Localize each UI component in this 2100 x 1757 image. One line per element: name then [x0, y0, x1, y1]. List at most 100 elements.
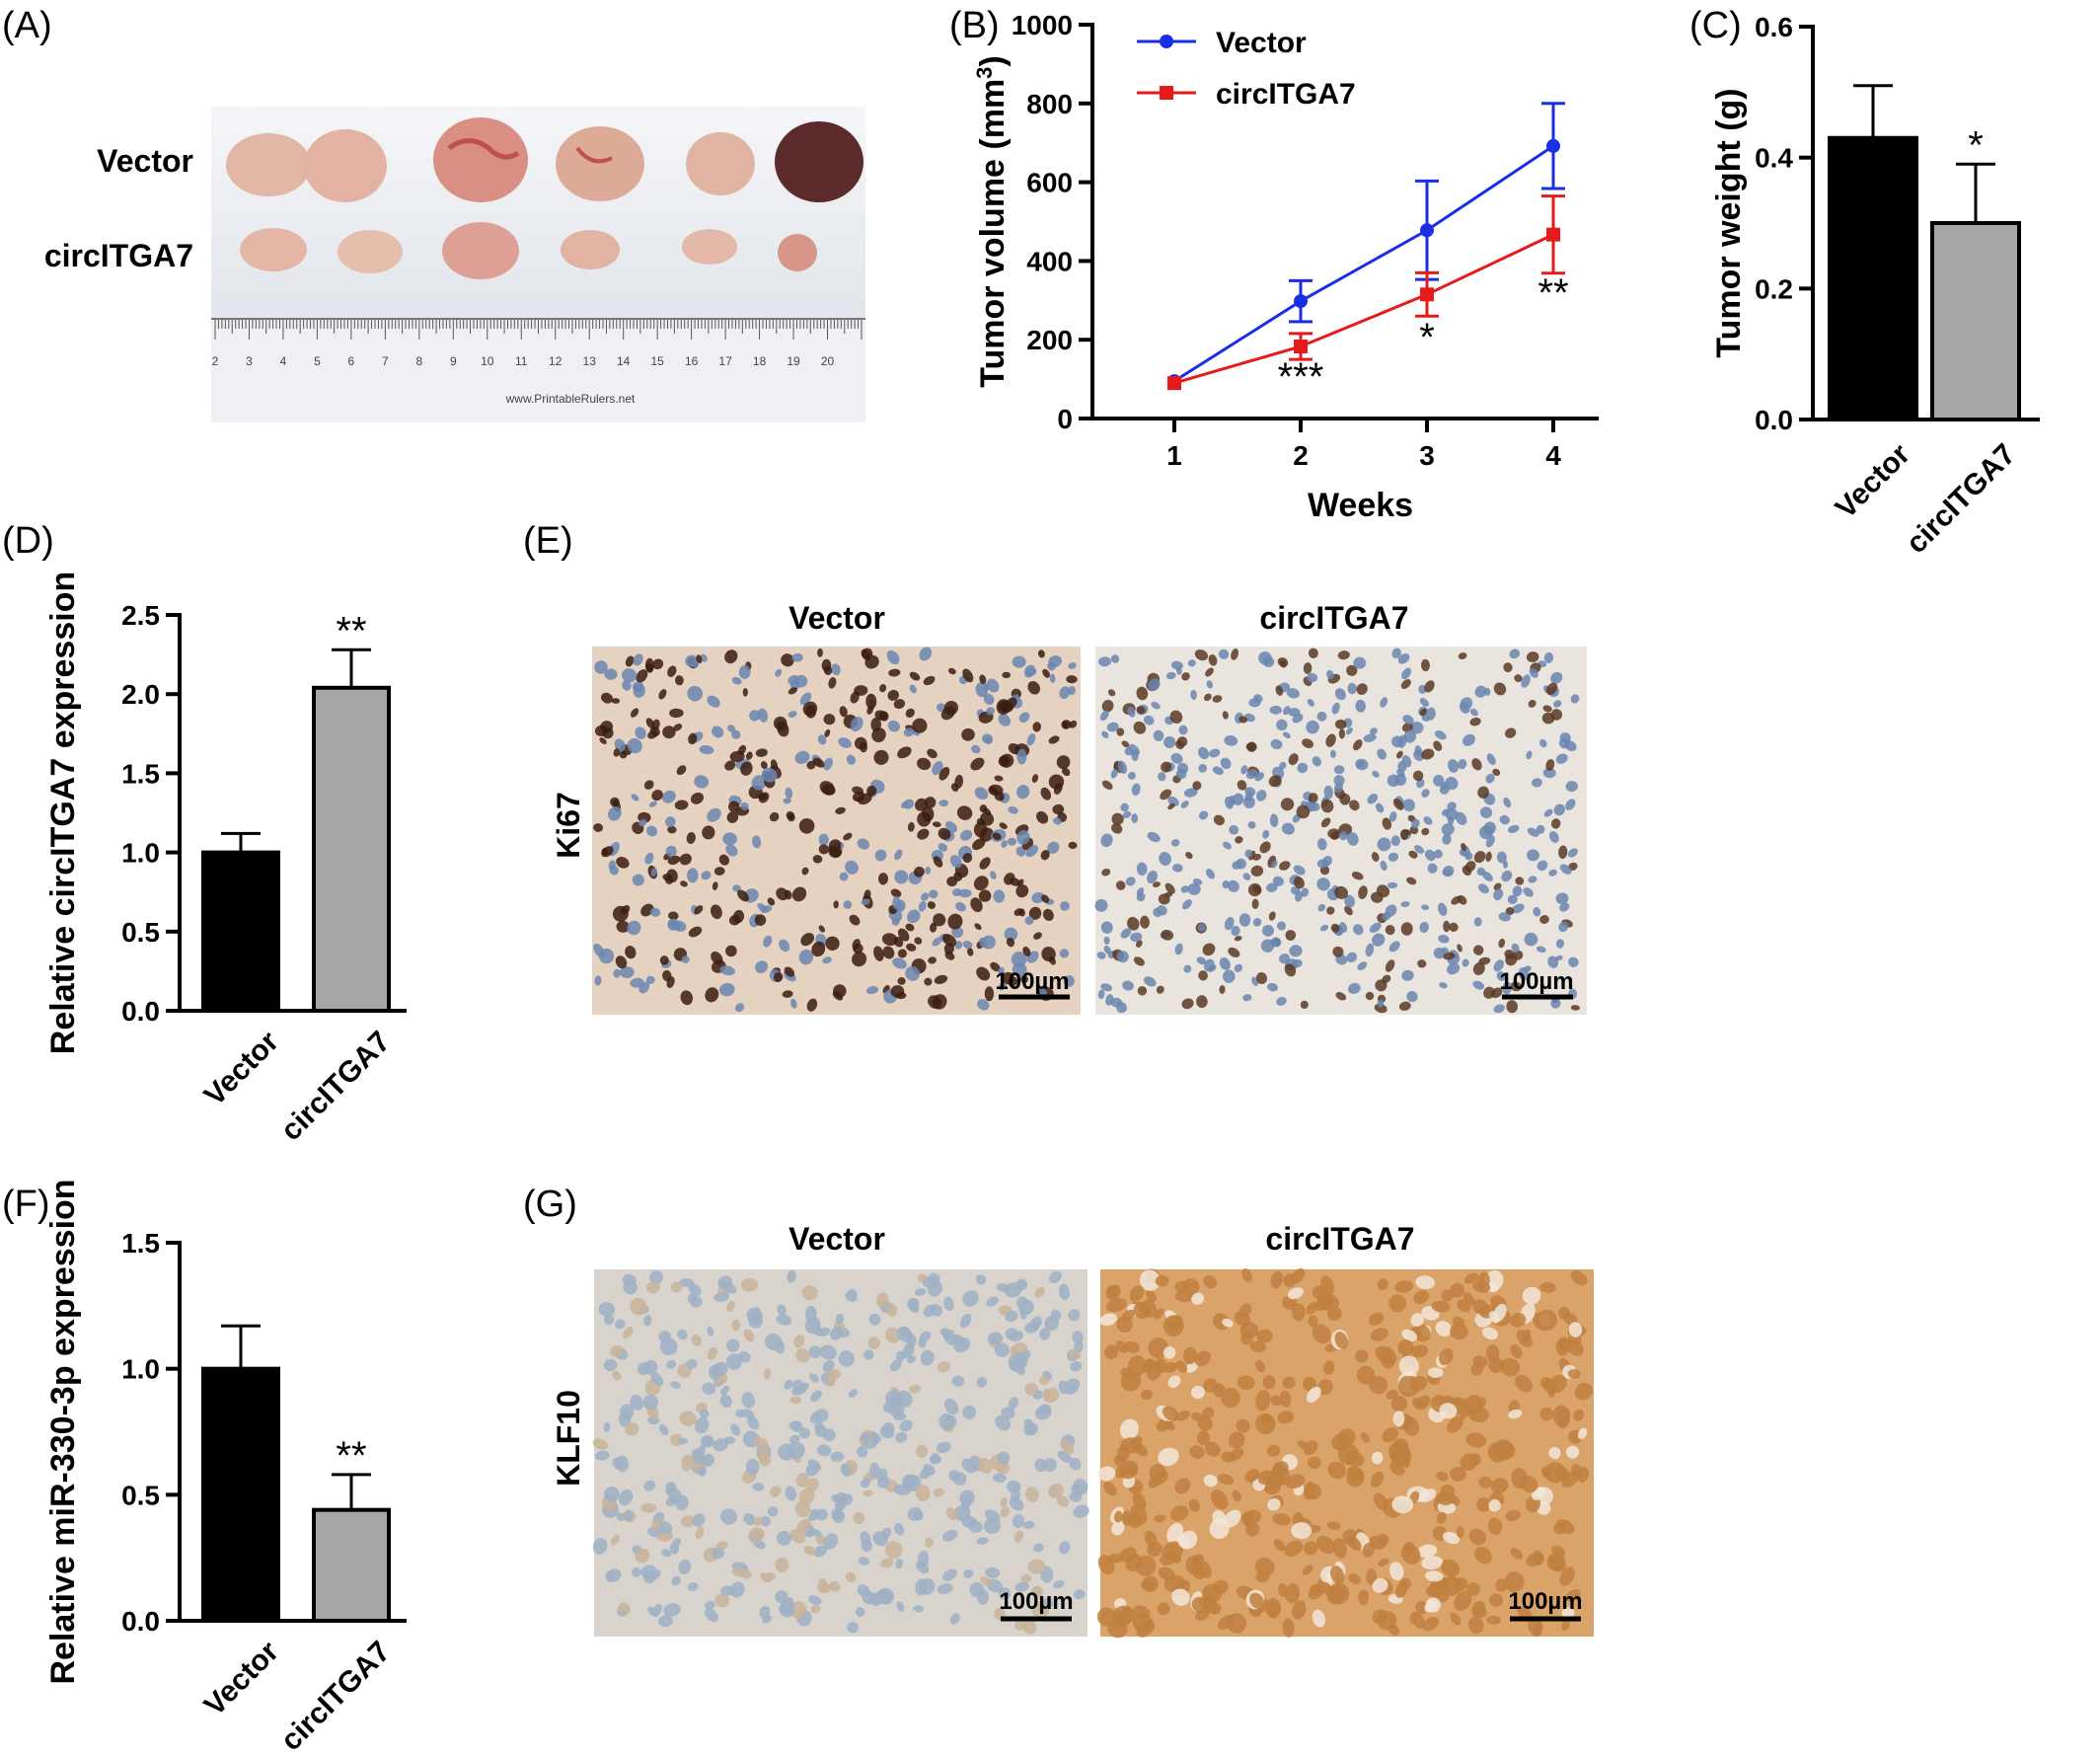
- cell-nucleus: [956, 805, 973, 820]
- cell-nucleus: [752, 835, 762, 849]
- cell-nucleus: [1396, 750, 1403, 759]
- cell-nucleus: [892, 957, 907, 969]
- cell-nucleus: [658, 1331, 671, 1343]
- cell-nucleus: [984, 986, 995, 1002]
- cell-nucleus: [658, 1615, 673, 1628]
- cell-nucleus: [1511, 943, 1520, 953]
- cell-nucleus: [767, 1506, 779, 1517]
- cell-nucleus: [1257, 1470, 1275, 1486]
- cell-nucleus: [1245, 1522, 1260, 1537]
- significance-marker: *: [1968, 123, 1984, 167]
- cell-nucleus: [650, 1372, 664, 1386]
- cell-nucleus: [1276, 996, 1287, 1006]
- cell-nucleus: [1007, 837, 1016, 846]
- cell-nucleus: [1550, 709, 1563, 721]
- cell-nucleus: [1004, 927, 1018, 942]
- cell-nucleus: [1400, 922, 1413, 936]
- cell-nucleus: [719, 1385, 730, 1396]
- cell-nucleus: [777, 1304, 787, 1316]
- cell-nucleus: [817, 648, 823, 657]
- cell-nucleus: [1375, 979, 1388, 992]
- cell-nucleus: [1005, 1310, 1018, 1323]
- cell-nucleus: [718, 854, 730, 866]
- cell-nucleus: [1034, 1286, 1046, 1298]
- category-label: circITGA7: [274, 1026, 397, 1148]
- cell-nucleus: [919, 1467, 933, 1480]
- cell-nucleus: [745, 751, 753, 760]
- cell-nucleus: [1169, 1505, 1189, 1522]
- tumor-vector-3: [433, 117, 528, 202]
- cell-nucleus: [680, 880, 688, 887]
- cell-nucleus: [1104, 1344, 1119, 1360]
- cell-nucleus: [1398, 1355, 1419, 1377]
- cell-nucleus: [985, 1566, 1001, 1579]
- cell-nucleus: [1223, 841, 1232, 850]
- cell-nucleus: [762, 1615, 773, 1624]
- cell-nucleus: [1454, 1590, 1472, 1611]
- cell-nucleus: [1151, 701, 1161, 710]
- cell-nucleus: [763, 1571, 776, 1582]
- cell-nucleus: [677, 1437, 689, 1445]
- cell-nucleus: [1016, 748, 1027, 765]
- cell-nucleus: [1400, 901, 1410, 907]
- cell-nucleus: [1486, 1615, 1502, 1625]
- cell-nucleus: [979, 857, 991, 870]
- cell-nucleus: [1312, 1609, 1325, 1628]
- cell-nucleus: [1183, 1346, 1197, 1365]
- cell-nucleus: [1433, 849, 1443, 859]
- cell-nucleus: [884, 1541, 903, 1560]
- cell-nucleus: [1167, 1375, 1181, 1388]
- cell-nucleus: [937, 1583, 953, 1595]
- cell-nucleus: [1306, 1386, 1321, 1404]
- cell-nucleus: [1433, 740, 1443, 751]
- cell-nucleus: [894, 1484, 912, 1495]
- cell-nucleus: [976, 817, 986, 826]
- cell-nucleus: [636, 669, 648, 683]
- cell-nucleus: [1167, 796, 1179, 806]
- cell-nucleus: [791, 886, 807, 902]
- cell-nucleus: [594, 975, 602, 986]
- cell-nucleus: [1502, 981, 1512, 995]
- cell-nucleus: [1478, 883, 1489, 894]
- cell-nucleus: [1375, 802, 1385, 813]
- cell-nucleus: [1301, 887, 1310, 897]
- cell-nucleus: [1521, 674, 1531, 688]
- cell-nucleus: [930, 922, 938, 933]
- cell-nucleus: [613, 968, 621, 978]
- cell-nucleus: [612, 1370, 622, 1381]
- data-point: [1420, 287, 1434, 302]
- cell-nucleus: [849, 914, 861, 926]
- cell-nucleus: [1409, 1375, 1428, 1392]
- significance-marker: **: [336, 609, 366, 652]
- cell-nucleus: [1472, 1355, 1488, 1368]
- cell-nucleus: [1059, 1283, 1070, 1301]
- cell-nucleus: [818, 833, 829, 846]
- cell-nucleus: [1370, 727, 1378, 735]
- cell-nucleus: [1471, 1299, 1489, 1315]
- cell-nucleus: [938, 827, 951, 840]
- cell-nucleus: [1390, 1395, 1408, 1413]
- cell-nucleus: [1477, 1278, 1486, 1291]
- cell-nucleus: [1011, 1488, 1020, 1504]
- cell-nucleus: [1473, 917, 1482, 927]
- tumor-circitga7-1: [240, 228, 307, 271]
- cell-nucleus: [760, 761, 768, 770]
- cell-nucleus: [1331, 702, 1340, 715]
- cell-nucleus: [1558, 921, 1569, 933]
- cell-nucleus: [1266, 882, 1278, 892]
- cell-nucleus: [1412, 1613, 1425, 1630]
- cell-nucleus: [1371, 852, 1380, 862]
- cell-nucleus: [1347, 832, 1359, 846]
- cell-nucleus: [1244, 787, 1256, 797]
- cell-nucleus: [1069, 720, 1078, 728]
- cell-nucleus: [1417, 1544, 1438, 1559]
- cell-nucleus: [1443, 920, 1451, 933]
- cell-nucleus: [867, 1337, 881, 1349]
- ruler-number: 16: [685, 354, 699, 368]
- cell-nucleus: [612, 1457, 625, 1470]
- cell-nucleus: [677, 1329, 688, 1340]
- cell-nucleus: [1231, 649, 1239, 660]
- cell-nucleus: [1096, 952, 1106, 959]
